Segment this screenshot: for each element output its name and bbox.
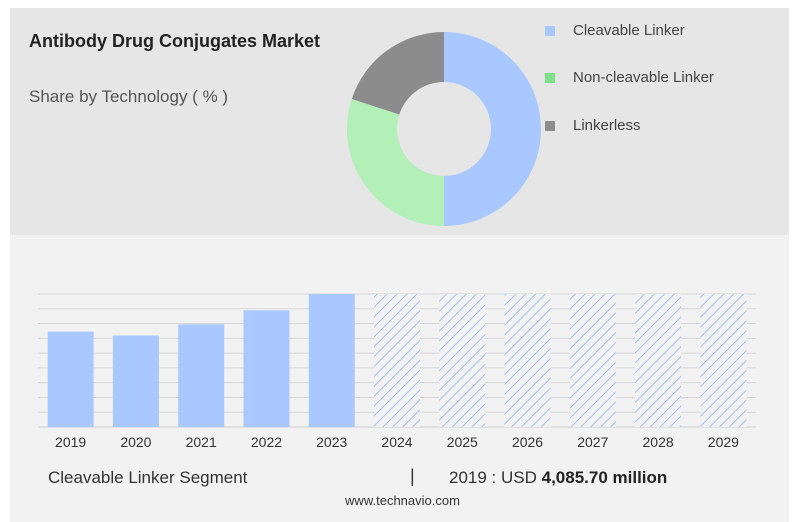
legend-item-linkerless: Linkerless <box>545 117 641 134</box>
x-tick-label: 2027 <box>577 434 608 450</box>
x-tick-label: 2024 <box>381 434 412 450</box>
x-tick-label: 2026 <box>512 434 543 450</box>
forecast-bar <box>569 294 616 427</box>
legend-swatch <box>545 72 555 83</box>
legend-item-non-cleavable-linker: Non-cleavable Linker <box>545 69 714 86</box>
bar <box>178 324 225 427</box>
forecast-bar <box>700 294 747 427</box>
bar <box>243 310 290 427</box>
footer-separator: | <box>410 466 415 486</box>
segment-value-amount: 4,085.70 million <box>541 468 668 487</box>
bar <box>112 335 159 427</box>
page-subtitle: Share by Technology ( % ) <box>29 87 229 106</box>
donut-chart <box>347 32 541 226</box>
legend-swatch <box>545 25 555 36</box>
legend-label: Cleavable Linker <box>573 22 685 39</box>
source-link[interactable]: www.technavio.com <box>345 493 460 508</box>
forecast-bar <box>504 294 551 427</box>
legend-swatch <box>545 120 555 131</box>
donut-slice <box>351 32 444 115</box>
legend-item-cleavable-linker: Cleavable Linker <box>545 22 685 39</box>
bar-chart: 2019 2020 2021 2022 2023 2024 2025 2026 2027 2028… <box>38 293 756 450</box>
forecast-bar <box>635 294 682 427</box>
forecast-bar <box>439 294 486 427</box>
x-tick-label: 2020 <box>120 434 151 450</box>
bar <box>47 331 94 427</box>
x-tick-label: 2022 <box>251 434 282 450</box>
x-tick-label: 2029 <box>708 434 739 450</box>
donut-slice <box>347 99 444 226</box>
donut-slice <box>444 32 541 226</box>
segment-label: Cleavable Linker Segment <box>48 468 248 487</box>
page-title: Antibody Drug Conjugates Market <box>29 31 321 51</box>
x-tick-label: 2023 <box>316 434 347 450</box>
segment-value-prefix: 2019 : USD <box>449 468 542 487</box>
x-tick-label: 2021 <box>186 434 217 450</box>
x-tick-label: 2025 <box>447 434 478 450</box>
legend-label: Linkerless <box>573 117 641 134</box>
bar <box>308 294 355 427</box>
forecast-bar <box>374 294 420 427</box>
x-tick-label: 2028 <box>643 434 674 450</box>
x-tick-label: 2019 <box>55 434 86 450</box>
bottom-panel: 2019 2020 2021 2022 2023 2024 2025 2026 2027 2028… <box>10 235 789 522</box>
segment-value: 2019 : USD 4,085.70 million <box>449 468 667 488</box>
legend-label: Non-cleavable Linker <box>573 69 714 86</box>
